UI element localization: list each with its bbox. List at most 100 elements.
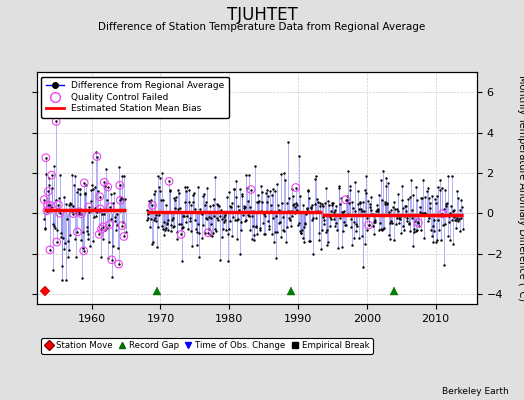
Point — [168, 217, 176, 224]
Point — [213, 201, 222, 208]
Point — [47, 172, 56, 178]
Point — [403, 215, 411, 221]
Point — [322, 185, 330, 191]
Point — [102, 165, 110, 172]
Point — [41, 154, 50, 161]
Point — [186, 218, 194, 224]
Point — [163, 220, 171, 227]
Point — [455, 207, 464, 214]
Point — [71, 236, 79, 242]
Point — [372, 208, 380, 214]
Point — [96, 206, 104, 212]
Point — [316, 245, 325, 252]
Point — [40, 196, 48, 203]
Point — [311, 176, 320, 182]
Point — [183, 212, 191, 219]
Point — [412, 226, 421, 233]
Point — [184, 199, 193, 206]
Point — [394, 191, 402, 198]
Point — [399, 205, 407, 211]
Point — [253, 198, 261, 205]
Point — [318, 201, 326, 207]
Point — [181, 219, 190, 225]
Point — [302, 210, 310, 217]
Point — [251, 162, 259, 169]
Text: Difference of Station Temperature Data from Regional Average: Difference of Station Temperature Data f… — [99, 22, 425, 32]
Point — [78, 228, 86, 235]
Point — [117, 194, 125, 201]
Point — [365, 200, 374, 207]
Point — [236, 251, 244, 258]
Point — [104, 254, 113, 261]
Point — [42, 171, 51, 177]
Point — [334, 184, 343, 191]
Point — [331, 223, 339, 230]
Point — [379, 168, 388, 175]
Point — [350, 234, 358, 241]
Point — [43, 207, 51, 214]
Point — [420, 194, 429, 200]
Point — [214, 202, 223, 208]
Point — [282, 224, 291, 230]
Point — [172, 194, 180, 200]
Point — [114, 244, 122, 251]
Point — [203, 185, 212, 191]
Point — [260, 213, 269, 220]
Point — [356, 200, 365, 206]
Point — [388, 212, 397, 218]
Point — [334, 245, 342, 252]
Point — [407, 176, 415, 183]
Point — [203, 216, 211, 222]
Point — [110, 200, 118, 206]
Point — [310, 201, 319, 208]
Point — [192, 226, 200, 233]
Point — [266, 202, 275, 208]
Point — [425, 214, 433, 221]
Point — [183, 184, 192, 190]
Point — [244, 197, 253, 204]
Point — [412, 228, 420, 235]
Point — [318, 226, 326, 233]
Point — [85, 208, 94, 215]
Point — [233, 217, 242, 223]
Point — [319, 214, 327, 220]
Point — [77, 211, 85, 217]
Point — [144, 210, 152, 217]
Point — [82, 182, 90, 188]
Point — [438, 185, 446, 192]
Point — [177, 231, 185, 238]
Point — [417, 195, 425, 201]
Point — [385, 208, 394, 215]
Point — [83, 236, 92, 242]
Point — [95, 231, 103, 238]
Point — [52, 118, 60, 125]
Point — [400, 227, 408, 234]
Point — [379, 226, 387, 233]
Point — [44, 188, 52, 195]
Point — [159, 197, 167, 203]
Point — [265, 223, 274, 229]
Point — [418, 195, 427, 201]
Point — [70, 182, 78, 188]
Point — [227, 204, 235, 210]
Point — [74, 186, 82, 192]
Point — [236, 227, 245, 233]
Point — [397, 230, 406, 236]
Point — [242, 171, 250, 178]
Point — [327, 216, 335, 222]
Point — [458, 226, 467, 232]
Point — [58, 262, 67, 269]
Point — [149, 217, 158, 223]
Point — [355, 206, 364, 213]
Point — [199, 222, 208, 228]
Point — [101, 227, 110, 233]
Point — [255, 198, 263, 204]
Point — [441, 187, 449, 193]
Point — [193, 184, 202, 190]
Point — [448, 217, 456, 223]
Point — [288, 186, 296, 192]
Point — [233, 236, 241, 242]
Point — [355, 235, 363, 242]
Point — [116, 197, 125, 204]
Point — [427, 227, 435, 234]
